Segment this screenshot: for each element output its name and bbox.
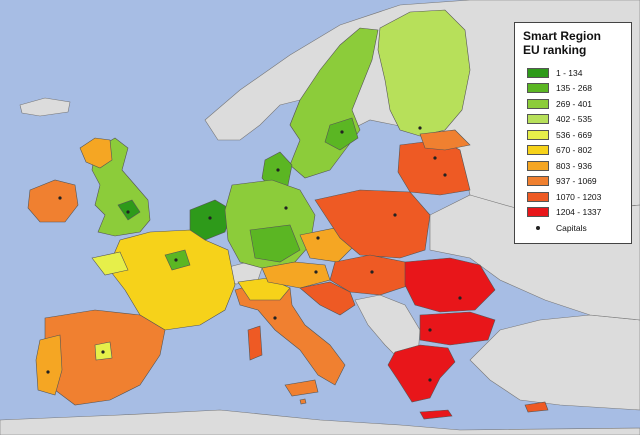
capital-marker xyxy=(443,173,447,177)
legend-label: 670 - 802 xyxy=(556,145,592,156)
legend-row: 135 - 268 xyxy=(521,81,625,97)
portugal xyxy=(35,334,63,396)
london-region xyxy=(117,199,141,221)
sweden xyxy=(289,27,379,179)
legend-label: 135 - 268 xyxy=(556,83,592,94)
legend-row: 670 - 802 xyxy=(521,143,625,159)
legend-row-capitals: Capitals xyxy=(521,220,625,236)
legend-row: 1 - 134 xyxy=(521,65,625,81)
capital-marker xyxy=(458,296,462,300)
capital-marker xyxy=(428,378,432,382)
legend: Smart Region EU ranking 1 - 134 135 - 268… xyxy=(514,22,632,244)
legend-swatch xyxy=(527,191,549,202)
estonia-top xyxy=(419,129,471,151)
ireland xyxy=(27,179,79,223)
capital-marker xyxy=(46,370,50,374)
legend-swatch xyxy=(527,114,549,125)
capital-marker xyxy=(126,210,130,214)
legend-label: 269 - 401 xyxy=(556,98,592,109)
france-brittany xyxy=(91,251,129,276)
legend-label: 1 - 134 xyxy=(556,67,583,78)
legend-label: 1204 - 1337 xyxy=(556,207,602,218)
capital-marker xyxy=(284,206,288,210)
legend-row: 937 - 1069 xyxy=(521,174,625,190)
legend-swatch xyxy=(527,67,549,78)
legend-row: 803 - 936 xyxy=(521,158,625,174)
north-africa-land xyxy=(0,409,640,435)
scotland xyxy=(79,137,113,169)
legend-swatch xyxy=(527,207,549,218)
legend-title: Smart Region EU ranking xyxy=(523,29,602,57)
capital-marker xyxy=(314,270,318,274)
capital-marker xyxy=(428,328,432,332)
capital-marker xyxy=(340,130,344,134)
italy xyxy=(234,281,346,386)
france xyxy=(107,229,236,331)
sicily xyxy=(284,379,319,397)
capital-markers xyxy=(46,126,462,382)
capital-marker xyxy=(418,126,422,130)
legend-swatch xyxy=(527,129,549,140)
legend-capitals-label: Capitals xyxy=(556,222,587,233)
iceland-land xyxy=(19,97,71,117)
crete xyxy=(419,409,453,420)
legend-row: 1070 - 1203 xyxy=(521,189,625,205)
legend-row: 269 - 401 xyxy=(521,96,625,112)
germany-south xyxy=(249,224,301,263)
capital-dot-icon xyxy=(536,225,540,230)
capital-marker xyxy=(101,350,105,354)
capital-marker xyxy=(208,216,212,220)
capital-marker xyxy=(58,196,62,200)
finland xyxy=(377,9,471,137)
legend-label: 402 - 535 xyxy=(556,114,592,125)
greece xyxy=(387,344,456,403)
sardinia xyxy=(247,325,263,361)
capital-marker xyxy=(433,156,437,160)
legend-label: 803 - 936 xyxy=(556,160,592,171)
capital-marker xyxy=(174,258,178,262)
legend-swatch xyxy=(527,83,549,94)
legend-label: 536 - 669 xyxy=(556,129,592,140)
legend-label: 1070 - 1203 xyxy=(556,191,602,202)
legend-swatch xyxy=(527,160,549,171)
legend-swatch xyxy=(527,176,549,187)
stockholm-region xyxy=(324,117,359,151)
capital-marker xyxy=(370,270,374,274)
turkey-land xyxy=(469,314,640,411)
slovakia-hungary xyxy=(329,254,411,296)
legend-row: 402 - 535 xyxy=(521,112,625,128)
slovenia-croatia xyxy=(299,281,356,316)
legend-swatch xyxy=(527,98,549,109)
malta xyxy=(299,398,307,405)
capital-marker xyxy=(273,316,277,320)
legend-swatch xyxy=(527,145,549,156)
legend-row: 536 - 669 xyxy=(521,127,625,143)
capital-marker xyxy=(393,213,397,217)
legend-rows: 1 - 134 135 - 268 269 - 401 402 - 535 536 - … xyxy=(521,65,625,220)
legend-row: 1204 - 1337 xyxy=(521,205,625,221)
bulgaria xyxy=(419,311,496,346)
cyprus xyxy=(524,401,549,413)
poland xyxy=(314,189,431,259)
capital-marker xyxy=(276,168,280,172)
capital-marker xyxy=(316,236,320,240)
romania xyxy=(404,257,496,313)
legend-label: 937 - 1069 xyxy=(556,176,597,187)
